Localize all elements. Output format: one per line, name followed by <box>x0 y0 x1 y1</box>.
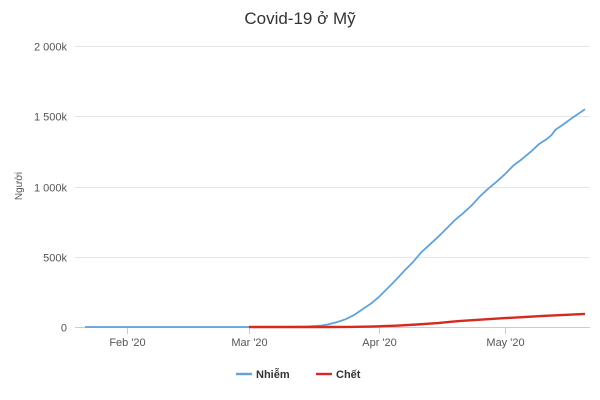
series-line-infected <box>85 108 586 328</box>
x-tick-label: Apr '20 <box>362 337 397 349</box>
legend-item-infected[interactable]: Nhiễm <box>236 368 290 381</box>
gridlines <box>75 46 590 258</box>
y-tick-label: 1 000k <box>34 183 68 195</box>
legend-label: Chết <box>336 369 361 381</box>
chart-title: Covid-19 ở Mỹ <box>244 9 356 28</box>
y-axis-label: Người <box>14 172 25 200</box>
y-tick-label: 500k <box>43 253 67 265</box>
legend[interactable]: Nhiễm Chết <box>236 368 361 381</box>
x-tick-label: Mar '20 <box>231 337 267 349</box>
series-lines <box>85 108 586 329</box>
series-line-deaths <box>248 312 586 329</box>
y-tick-label: 2 000k <box>34 42 68 54</box>
x-tick-label: May '20 <box>486 337 524 349</box>
legend-label: Nhiễm <box>256 368 290 381</box>
legend-item-deaths[interactable]: Chết <box>316 369 361 381</box>
y-tick-label: 0 <box>61 323 67 335</box>
x-tick-label: Feb '20 <box>109 337 145 349</box>
x-tick-labels: Feb '20 Mar '20 Apr '20 May '20 <box>109 327 525 349</box>
y-tick-label: 1 500k <box>34 112 68 124</box>
y-tick-labels: 0 500k 1 000k 1 500k 2 000k <box>34 42 68 335</box>
